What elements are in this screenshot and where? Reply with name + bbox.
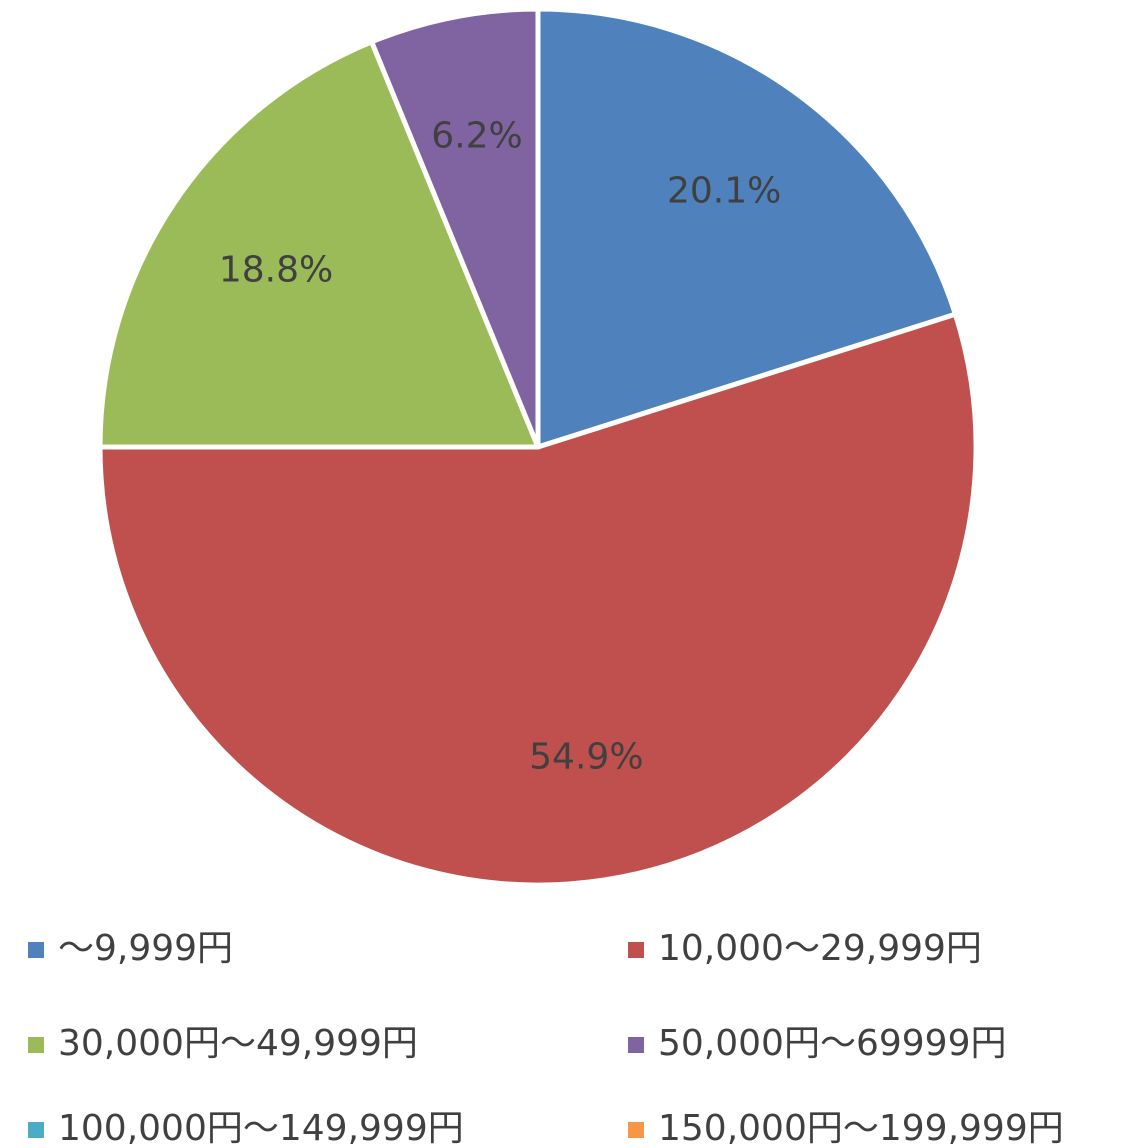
pie-slice (535, 6, 958, 450)
data-label: 6.2% (431, 116, 522, 157)
data-label: 54.9% (529, 737, 643, 778)
legend-label: 10,000～29,999円 (658, 928, 982, 969)
legend-label: 100,000円～149,999円 (58, 1108, 464, 1148)
pie-slice (97, 39, 541, 450)
legend-swatch (28, 1122, 44, 1138)
legend-label: 30,000円～49,999円 (58, 1023, 418, 1064)
legend-swatch (628, 1122, 644, 1138)
legend-swatch (28, 942, 44, 958)
legend-swatch (628, 942, 644, 958)
data-label: 20.1% (667, 170, 781, 211)
pie-slice (369, 6, 541, 450)
legend-swatch (628, 1037, 644, 1053)
legend-swatch (28, 1037, 44, 1053)
legend-label: 50,000円～69999円 (658, 1023, 1007, 1064)
pie-slice (97, 311, 979, 888)
legend-label: 150,000円～199,999円 (658, 1108, 1064, 1148)
data-label: 18.8% (219, 249, 333, 290)
legend-label: ～9,999円 (58, 928, 233, 969)
